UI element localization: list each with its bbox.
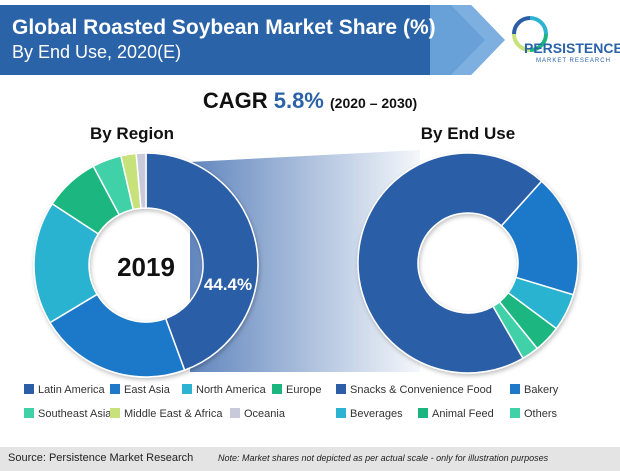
legend-swatch [510,384,520,394]
slice-east-asia [48,293,186,378]
legend-swatch [272,384,282,394]
legend-item-middle-east-and-africa: Middle East & Africa [110,408,222,420]
note-text: Note: Market shares not depicted as per … [218,453,549,463]
legend-item-others: Others [510,408,557,420]
slice-others [491,300,539,360]
logo: PERSISTENCE MARKET RESEARCH [510,12,620,74]
connector-band [190,150,420,372]
legend-item-north-america: North America [182,384,266,396]
legend-swatch [418,408,428,418]
end-use-donut [357,152,579,374]
cagr-line: CAGR 5.8% (2020 – 2030) [0,88,620,114]
region-center-label: 2019 [117,252,175,282]
source-text: Source: Persistence Market Research [8,452,194,464]
legend-swatch [336,384,346,394]
header-band [0,5,485,75]
legend-label: Beverages [350,408,403,420]
slice-bakery [500,180,579,296]
legend-label: Snacks & Convenience Food [350,384,492,396]
legend-label: Others [524,408,558,420]
legend-label: Europe [286,384,322,396]
legend-label: Middle East & Africa [124,408,223,420]
legend-swatch [24,384,34,394]
legend-item-oceania: Oceania [230,408,285,420]
legend-item-europe: Europe [272,384,321,396]
legend-swatch [110,408,120,418]
logo-tagline: MARKET RESEARCH [536,58,611,64]
legend-swatch [182,384,192,394]
end-use-chart-title: By End Use [420,124,516,143]
legend-label: Oceania [244,408,285,420]
legend-item-latin-america: Latin America [24,384,105,396]
legend-item-animal-feed: Animal Feed [418,408,494,420]
cagr-label: CAGR [202,88,268,113]
page-title: Global Roasted Soybean Market Share (%) [12,16,436,39]
legend-label: Latin America [38,384,105,396]
region-chart-title: By Region [89,124,175,143]
legend-label: Bakery [524,384,559,396]
footer: Source: Persistence Market Research Note… [0,447,620,471]
legend-swatch [336,408,346,418]
legend-label: Southeast Asia [38,408,112,420]
legend-swatch [510,408,520,418]
charts-canvas: 2019 44.4% [33,150,579,378]
legend-swatch [110,384,120,394]
logo-icon [512,16,548,52]
latin-america-share-label: 44.4% [204,275,252,294]
legend-label: Animal Feed [432,408,494,420]
legend-label: North America [196,384,266,396]
legend-item-southeast-asia: Southeast Asia [24,408,111,420]
header: Global Roasted Soybean Market Share (%) … [0,0,620,82]
page-subtitle: By End Use, 2020(E) [12,42,182,62]
legend-item-snacks-and-convenience-food: Snacks & Convenience Food [336,384,492,396]
slice-latin-america [145,152,259,372]
legend-item-east-asia: East Asia [110,384,170,396]
logo-name: PERSISTENCE [524,40,620,56]
region-donut [33,152,259,378]
slice-snacks-and-convenience-food [357,152,543,374]
cagr-period: (2020 – 2030) [330,95,418,111]
legend-swatch [230,408,240,418]
legend-label: East Asia [124,384,170,396]
slice-oceania [135,152,147,210]
cagr-value: 5.8% [273,88,324,113]
legend-swatch [24,408,34,418]
legend-item-beverages: Beverages [336,408,403,420]
legend-item-bakery: Bakery [510,384,558,396]
